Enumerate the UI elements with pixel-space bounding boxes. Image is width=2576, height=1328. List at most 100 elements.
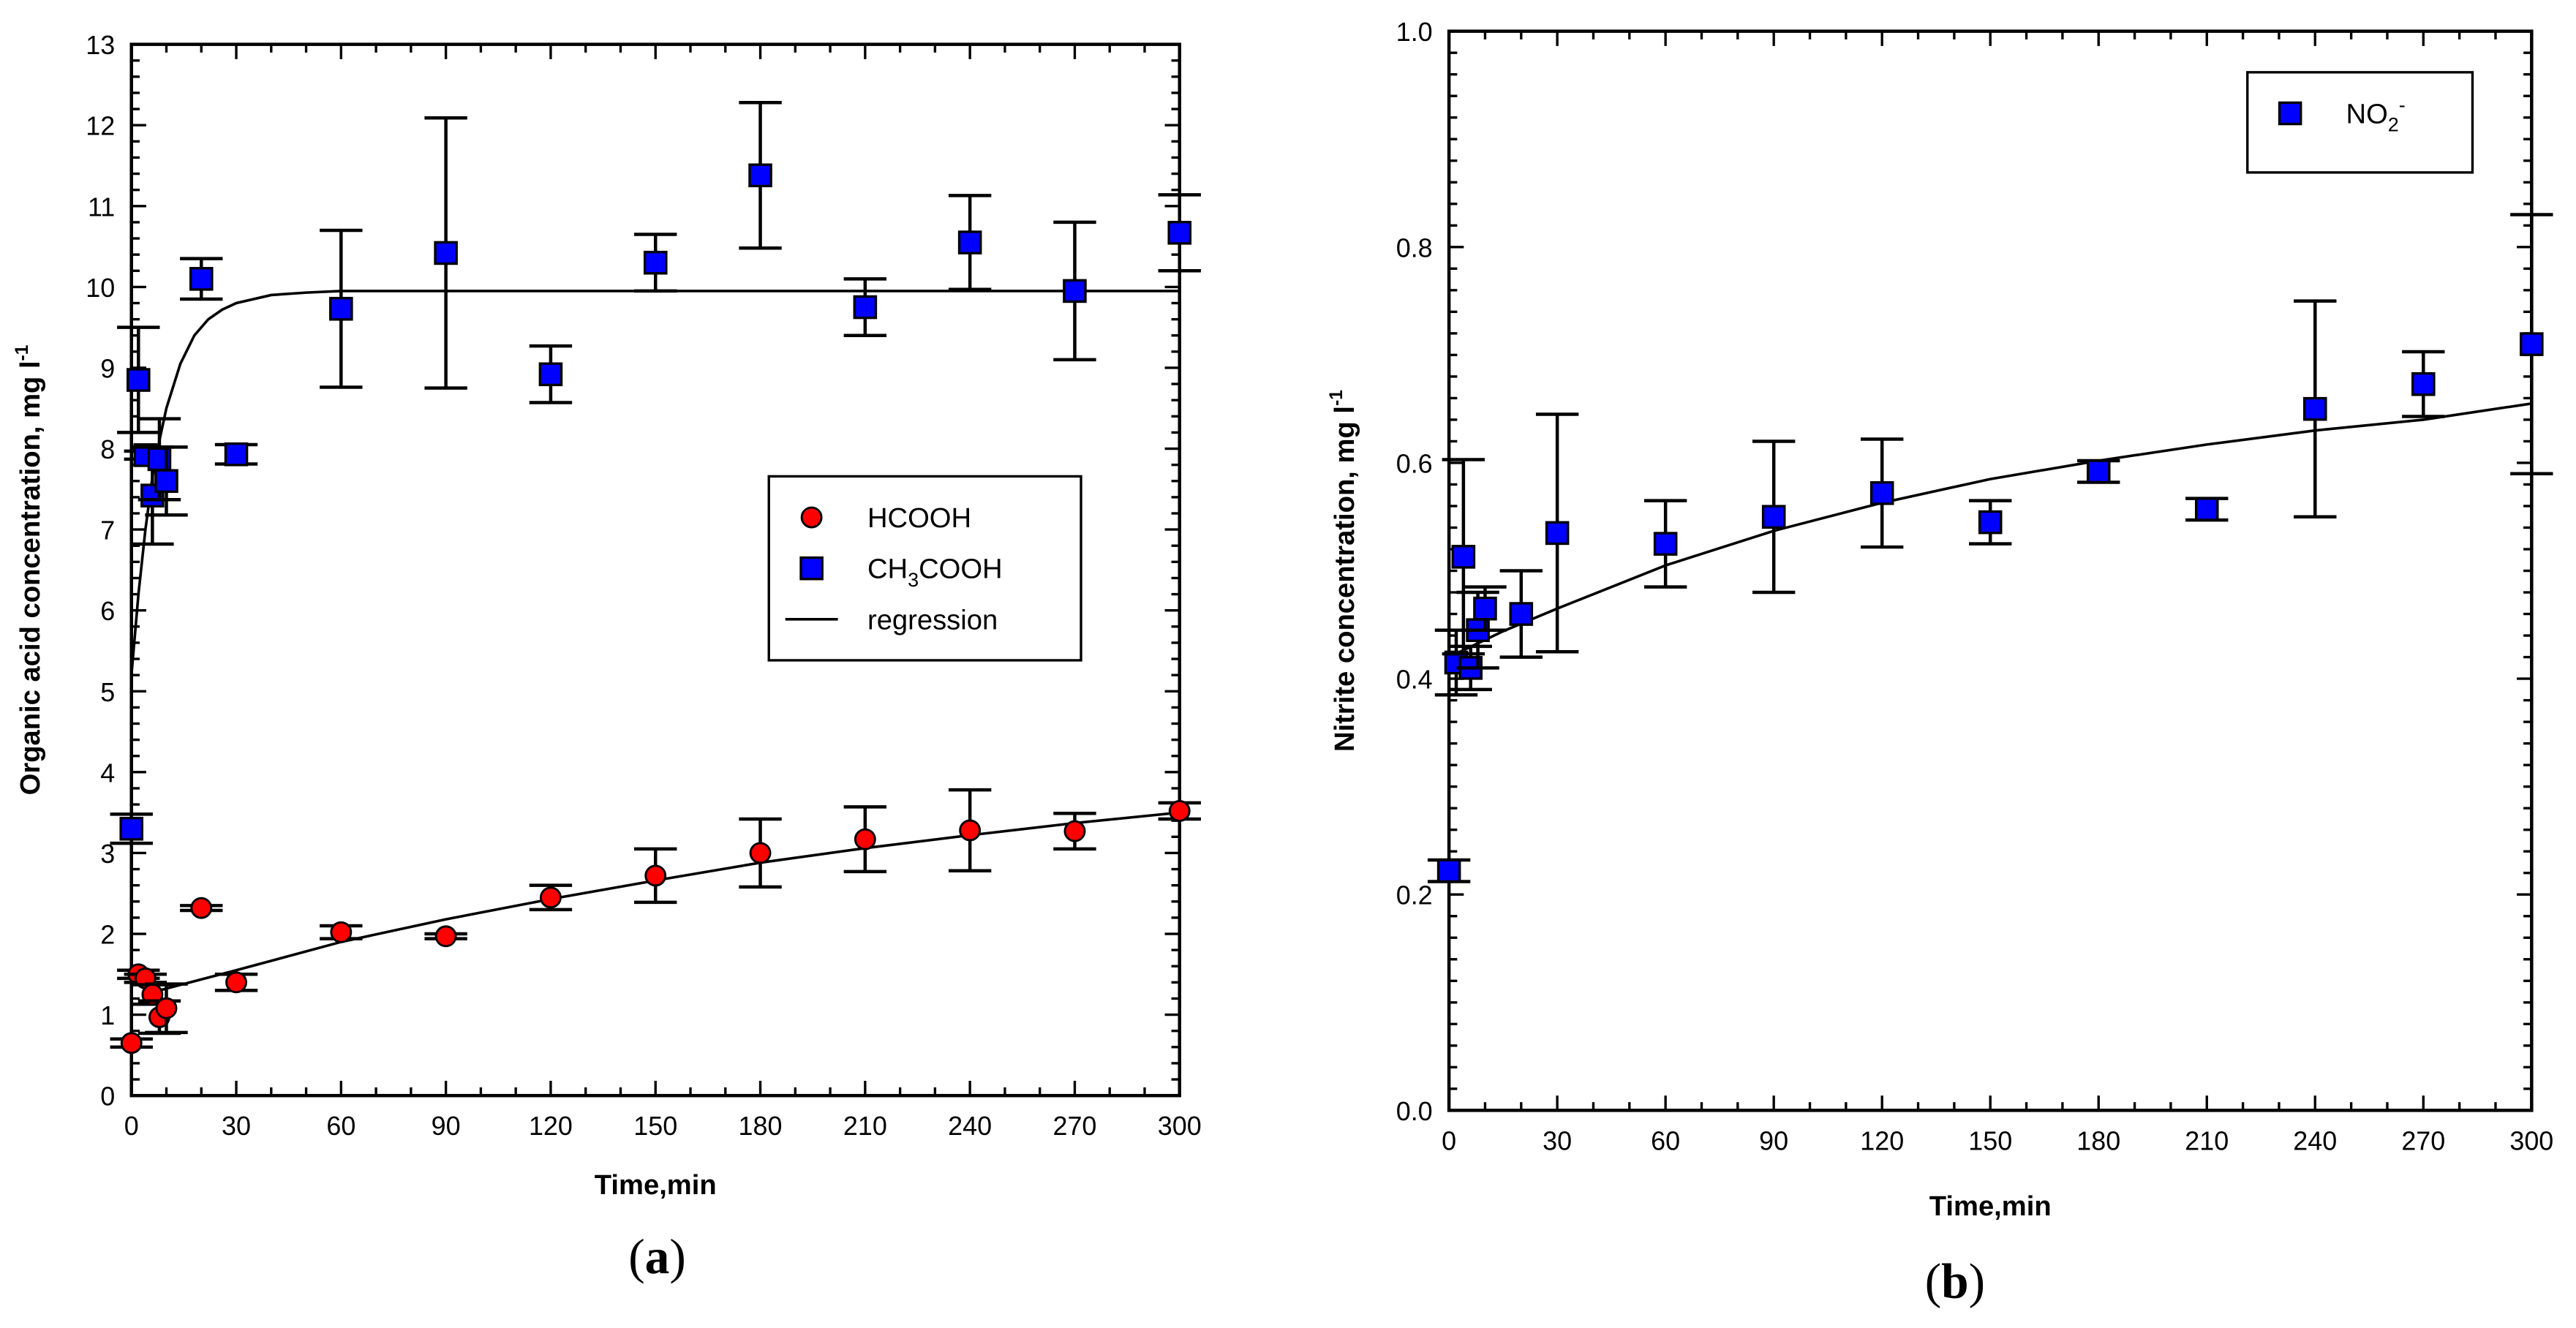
- x-tick-label: 270: [1052, 1111, 1096, 1141]
- y-tick-label: 7: [100, 516, 115, 546]
- legend-marker-square: [2278, 101, 2302, 126]
- data-point-hcooh: [1168, 799, 1191, 822]
- legend-marker-square: [799, 556, 824, 581]
- y-tick-label: 1.0: [1396, 17, 1433, 47]
- data-point-ch3cooh: [1167, 221, 1192, 245]
- y-tick-label: 11: [88, 192, 115, 222]
- data-point-ch3cooh: [154, 469, 178, 494]
- x-tick-label: 180: [2076, 1125, 2120, 1155]
- legend-label: HCOOH: [867, 502, 971, 534]
- x-tick-label: 30: [1543, 1125, 1572, 1155]
- x-tick-label: 150: [633, 1111, 677, 1141]
- x-tick-label: 0: [1442, 1125, 1456, 1155]
- y-tick-label: 8: [100, 434, 115, 464]
- y-tick-label: 13: [86, 30, 115, 60]
- y-tick-label: 10: [86, 273, 115, 303]
- y-tick-label: 0.4: [1396, 665, 1433, 695]
- data-point-no2-: [2086, 459, 2111, 484]
- data-point-hcooh: [539, 886, 562, 909]
- legend-label: CH3COOH: [867, 554, 1003, 591]
- legend: HCOOH CH3COOH regression: [767, 475, 1082, 662]
- data-point-no2-: [1545, 521, 1570, 546]
- x-tick-label: 300: [1158, 1111, 1202, 1141]
- x-tick-label: 120: [1860, 1125, 1904, 1155]
- data-point-ch3cooh: [224, 442, 249, 467]
- y-tick-label: 9: [100, 353, 115, 383]
- caption-open: (: [628, 1229, 644, 1284]
- legend-label: NO2-: [2346, 94, 2406, 136]
- data-point-ch3cooh: [1063, 279, 1087, 303]
- data-point-no2-: [1473, 596, 1497, 621]
- x-tick-label: 60: [1651, 1125, 1680, 1155]
- data-point-ch3cooh: [643, 250, 668, 275]
- chart-a: 0 30 60 90 120 150 180 210 240 270 300012345678910…: [12, 30, 1202, 1284]
- y-tick-label: 0.6: [1396, 448, 1433, 478]
- legend-marker-circle: [800, 506, 823, 529]
- y-tick-label: 0.2: [1396, 880, 1433, 910]
- caption-close: ): [669, 1229, 685, 1284]
- x-tick-label: 240: [948, 1111, 992, 1141]
- legend-label-part: -: [2399, 94, 2406, 116]
- data-point-hcooh: [854, 828, 876, 850]
- panel-caption: (b): [1925, 1253, 1985, 1308]
- x-tick-label: 150: [1968, 1125, 2012, 1155]
- data-point-no2-: [1978, 510, 2003, 535]
- data-point-hcooh: [330, 921, 353, 943]
- legend-label-part: 3: [908, 569, 919, 591]
- data-point-ch3cooh: [853, 295, 878, 320]
- x-axis-title: Time,min: [595, 1169, 717, 1201]
- y-axis-title-main: Nitrite concentration, mg l: [1329, 406, 1360, 752]
- y-axis-title: Nitrite concentration, mg l-1: [1327, 390, 1360, 752]
- x-tick-label: 90: [1759, 1125, 1788, 1155]
- caption-open: (: [1925, 1253, 1941, 1308]
- y-tick-label: 0.8: [1396, 233, 1433, 263]
- data-point-no2-: [2411, 371, 2436, 396]
- plot-frame: [1447, 29, 2534, 1112]
- y-axis-title-main: Organic acid concentration, mg l: [15, 361, 46, 795]
- legend-label-part: HCOOH: [867, 502, 971, 534]
- legend-label-part: NO: [2346, 98, 2388, 129]
- y-tick-label: 3: [100, 839, 115, 869]
- caption-letter: a: [645, 1229, 670, 1284]
- data-point-no2-: [1869, 480, 1894, 505]
- y-tick-label: 4: [100, 758, 115, 788]
- legend-label-part: CH: [867, 554, 908, 585]
- data-point-ch3cooh: [538, 362, 563, 387]
- data-point-no2-: [1509, 602, 1534, 626]
- data-point-hcooh: [959, 819, 982, 842]
- data-point-hcooh: [644, 864, 667, 887]
- legend-label: regression: [867, 604, 998, 635]
- data-point-no2-: [1436, 859, 1461, 883]
- x-tick-label: 0: [124, 1111, 139, 1141]
- data-point-no2-: [1761, 505, 1786, 529]
- data-point-ch3cooh: [126, 368, 151, 392]
- data-point-ch3cooh: [434, 241, 458, 265]
- x-tick-label: 240: [2293, 1125, 2337, 1155]
- data-point-hcooh: [190, 897, 213, 919]
- y-axis-title-sup: -1: [1327, 390, 1347, 406]
- panel-caption: (a): [628, 1229, 686, 1284]
- x-tick-label: 180: [739, 1111, 783, 1141]
- x-tick-label: 60: [326, 1111, 355, 1141]
- data-point-no2-: [1451, 545, 1476, 569]
- y-tick-label: 1: [100, 1000, 115, 1030]
- data-point-no2-: [1653, 532, 1678, 556]
- x-tick-label: 90: [432, 1111, 461, 1141]
- y-tick-label: 0.0: [1396, 1096, 1433, 1126]
- legend-label-part: COOH: [919, 554, 1003, 585]
- y-tick-label: 5: [100, 677, 115, 707]
- chart-b: 0 30 60 90 120 150 180 210 240 270 300 0.0 0.2 0.4 0.6…: [1327, 17, 2553, 1308]
- x-tick-label: 30: [222, 1111, 251, 1141]
- legend-label-part: 2: [2388, 114, 2399, 136]
- data-point-hcooh: [1063, 820, 1086, 842]
- caption-letter: b: [1941, 1253, 1968, 1308]
- y-tick-label: 0: [100, 1082, 115, 1112]
- data-point-no2-: [2520, 332, 2544, 356]
- legend-label-part: regression: [867, 604, 998, 635]
- regression-curve-0: [1448, 402, 2532, 659]
- y-tick-label: 12: [86, 111, 115, 141]
- data-point-ch3cooh: [119, 816, 144, 841]
- data-point-no2-: [2302, 396, 2327, 421]
- y-tick-label: 2: [100, 919, 115, 949]
